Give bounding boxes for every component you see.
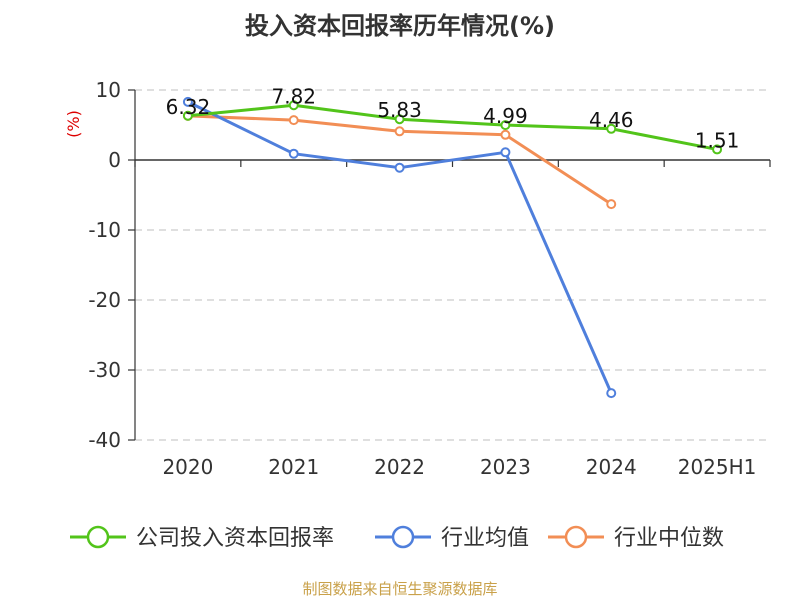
data-point — [394, 114, 405, 125]
data-label: 4.46 — [589, 108, 634, 132]
y-axis-unit-label: (%) — [64, 110, 83, 138]
series-line — [187, 100, 613, 394]
grid-lines — [135, 89, 770, 441]
x-tick-label: 2025H1 — [678, 455, 757, 479]
y-tick-label: -30 — [88, 358, 121, 382]
data-point — [182, 96, 193, 107]
data-label: 5.83 — [377, 98, 422, 122]
legend-marker — [564, 525, 588, 549]
data-point — [394, 162, 405, 173]
data-point — [182, 110, 193, 121]
legend-marker — [86, 525, 110, 549]
y-tick-label: -20 — [88, 288, 121, 312]
data-point — [500, 129, 511, 140]
legend-label: 公司投入资本回报率 — [136, 526, 334, 551]
data-source-note: 制图数据来自恒生聚源数据库 — [302, 580, 498, 598]
data-label: 6.32 — [166, 95, 211, 119]
data-point — [500, 147, 511, 158]
x-tick-label: 2020 — [162, 455, 213, 479]
legend-label: 行业中位数 — [614, 526, 724, 551]
x-tick-label: 2023 — [480, 455, 531, 479]
data-point — [606, 123, 617, 134]
y-tick-label: 10 — [96, 78, 121, 102]
data-label: 4.99 — [483, 104, 528, 128]
y-tick-label: -40 — [88, 428, 121, 452]
data-point — [500, 120, 511, 131]
data-point — [712, 144, 723, 155]
x-tick-label: 2021 — [268, 455, 319, 479]
data-point — [288, 115, 299, 126]
data-point — [606, 199, 617, 210]
series-group — [182, 96, 723, 399]
data-point — [288, 100, 299, 111]
data-labels: 6.32 7.82 5.83 4.99 4.46 1.51 — [166, 84, 740, 152]
data-point — [606, 388, 617, 399]
legend: 公司投入资本回报率 行业均值 行业中位数 — [70, 525, 724, 551]
data-label: 1.51 — [695, 128, 740, 152]
axes — [128, 89, 771, 441]
y-tick-label: -10 — [88, 218, 121, 242]
data-point — [288, 148, 299, 159]
series-line — [187, 103, 718, 151]
data-point — [394, 126, 405, 137]
y-tick-labels: 10 0 -10 -20 -30 -40 — [88, 78, 121, 452]
legend-label: 行业均值 — [441, 526, 529, 551]
x-tick-labels: 2020 2021 2022 2023 2024 2025H1 — [162, 455, 756, 479]
data-label: 7.82 — [271, 84, 316, 108]
x-tick-label: 2022 — [374, 455, 425, 479]
legend-marker — [391, 525, 415, 549]
chart-title: 投入资本回报率历年情况(%) — [245, 12, 555, 40]
y-tick-label: 0 — [108, 148, 121, 172]
x-tick-label: 2024 — [586, 455, 637, 479]
